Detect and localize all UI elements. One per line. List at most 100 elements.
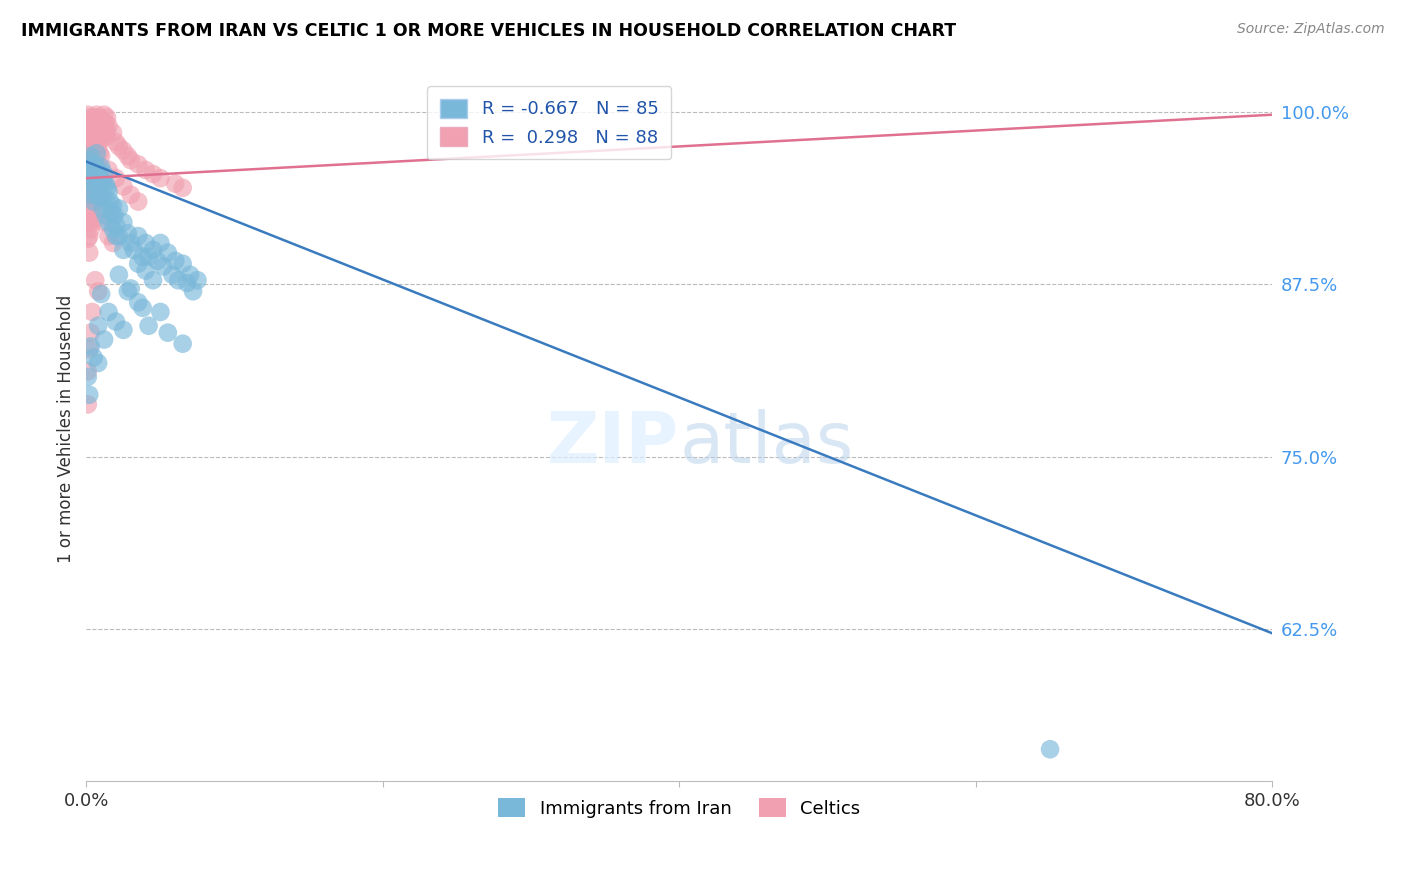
Point <box>77 121 100 136</box>
Point <box>76 190 98 204</box>
Point <box>100 204 122 219</box>
Point <box>87 318 110 333</box>
Point <box>142 243 165 257</box>
Point <box>96 181 118 195</box>
Point <box>108 268 131 282</box>
Point <box>120 281 142 295</box>
Point <box>101 222 124 236</box>
Point <box>83 187 105 202</box>
Point <box>127 295 149 310</box>
Point <box>77 215 100 229</box>
Point <box>89 146 111 161</box>
Point <box>142 167 165 181</box>
Point <box>80 204 103 219</box>
Point <box>77 111 100 125</box>
Point <box>86 108 108 122</box>
Point <box>84 273 107 287</box>
Point <box>93 190 115 204</box>
Point <box>98 194 121 209</box>
Point <box>149 305 172 319</box>
Point <box>76 202 98 216</box>
Point <box>149 171 172 186</box>
Point <box>86 132 108 146</box>
Point <box>76 146 98 161</box>
Point <box>93 333 115 347</box>
Point <box>76 116 98 130</box>
Point <box>117 227 139 241</box>
Point <box>1039 742 1062 756</box>
Point <box>165 254 187 268</box>
Point <box>90 132 112 146</box>
Point <box>108 229 131 244</box>
Point <box>83 171 105 186</box>
Point <box>84 139 107 153</box>
Point <box>146 254 169 268</box>
Point <box>131 250 153 264</box>
Point <box>77 132 100 146</box>
Point <box>90 287 112 301</box>
Point <box>127 194 149 209</box>
Point <box>127 229 149 244</box>
Point <box>91 174 114 188</box>
Point <box>131 301 153 315</box>
Point <box>172 336 194 351</box>
Point <box>80 153 103 168</box>
Point <box>93 108 115 122</box>
Point <box>108 139 131 153</box>
Point <box>112 323 135 337</box>
Point <box>91 113 114 128</box>
Point <box>90 160 112 174</box>
Point <box>76 369 98 384</box>
Point <box>82 144 104 158</box>
Point <box>104 171 127 186</box>
Point <box>127 157 149 171</box>
Point <box>96 111 118 125</box>
Point <box>156 326 179 340</box>
Point <box>84 157 107 171</box>
Point <box>112 243 135 257</box>
Point <box>179 268 201 282</box>
Point <box>84 113 107 128</box>
Point <box>77 388 100 402</box>
Point <box>135 162 157 177</box>
Point <box>80 222 103 236</box>
Point <box>77 166 100 180</box>
Point <box>97 162 120 177</box>
Point <box>176 276 198 290</box>
Point <box>83 167 105 181</box>
Point <box>86 167 108 181</box>
Point <box>80 185 103 199</box>
Point <box>172 257 194 271</box>
Point <box>120 187 142 202</box>
Point <box>112 144 135 158</box>
Point <box>91 202 114 216</box>
Text: ZIP: ZIP <box>547 409 679 478</box>
Point <box>167 273 190 287</box>
Point <box>80 124 103 138</box>
Point <box>77 342 100 356</box>
Point <box>87 181 110 195</box>
Point <box>117 285 139 299</box>
Point <box>89 129 111 144</box>
Point <box>104 218 127 232</box>
Point <box>97 229 120 244</box>
Point <box>94 208 117 222</box>
Point <box>108 202 131 216</box>
Point <box>77 199 100 213</box>
Point <box>87 187 110 202</box>
Point <box>162 268 184 282</box>
Point <box>135 235 157 250</box>
Point <box>80 181 103 195</box>
Point <box>122 243 145 257</box>
Point <box>142 273 165 287</box>
Point <box>77 144 100 158</box>
Point <box>91 126 114 140</box>
Point <box>82 160 104 174</box>
Point <box>77 229 100 244</box>
Point <box>84 126 107 140</box>
Point <box>82 194 104 209</box>
Point <box>86 149 108 163</box>
Point <box>77 160 100 174</box>
Point <box>93 215 115 229</box>
Point <box>186 273 208 287</box>
